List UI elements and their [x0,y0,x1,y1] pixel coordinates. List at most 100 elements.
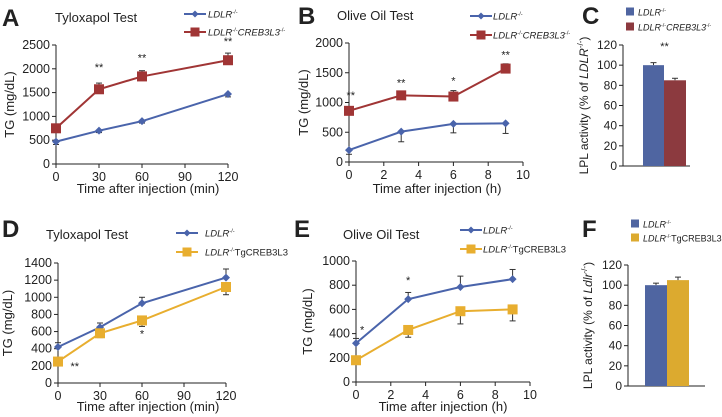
significance-marker: ** [660,41,669,53]
y-tick-label: 1500 [315,66,343,80]
legend-label: LDLR-/-CREB3L3-/- [638,23,711,33]
legend-label: LDLR-/-TgCREB3L3 [205,248,288,259]
gene-name: LDLR [208,10,232,21]
series-line [55,93,229,143]
superscript: -/- [661,23,666,29]
y-tick-label: 120 [602,258,622,272]
superscript: -/- [517,31,522,37]
y-tick-label: 20 [604,139,618,153]
suffix: CREB3L3 [666,23,706,33]
legend-swatch [631,233,639,242]
superscript: -/- [706,23,711,29]
significance-marker: ** [346,90,355,102]
x-tick-label: 10 [523,388,537,402]
x-axis-label: Time after injection (min) [77,181,220,196]
y-tick-label: 120 [597,38,617,52]
square-marker [223,55,233,66]
diamond-marker [501,119,510,128]
legend-label: LDLR-/- [643,220,671,230]
diamond-marker [508,275,517,284]
square-marker [221,282,231,292]
x-tick-label: 2 [387,388,394,402]
y-tick-label: 1000 [315,96,343,110]
suffix: TgCREB3L3 [235,248,288,259]
diamond-marker [397,127,406,136]
significance-marker: * [360,325,365,337]
gene-name: LDLR [205,248,229,259]
y-tick-label: 1000 [22,109,50,123]
series-line [57,286,227,363]
superscript: -/- [661,8,666,14]
panel-title: Tyloxapol Test [46,227,129,242]
y-tick-label: 0 [610,159,617,173]
y-tick-label: 20 [609,359,623,373]
diamond-marker [138,117,146,126]
y-tick-label: 400 [329,327,350,341]
square-marker [344,105,354,116]
bar [643,65,664,166]
suffix: CREB3L3 [238,28,281,39]
square-marker [466,244,476,254]
y-tick-label: 1200 [24,273,52,287]
series-1 [52,90,232,146]
square-marker [94,84,104,95]
gene-name: LDLR [638,23,662,33]
series-2 [351,304,518,366]
gene-name: LDLR [483,226,507,237]
panel-b: B Olive Oil Test 0 500 1000 1500 2000 TG (mg/dL… [296,3,570,196]
superscript: -/- [229,248,234,254]
panel-letter: B [298,3,315,30]
y-tick-label: 100 [597,58,617,72]
series-1 [54,268,230,351]
y-tick-label: 80 [604,78,618,92]
legend-label: LDLR-/- [638,8,666,18]
square-marker [137,71,147,82]
square-marker [137,315,147,326]
bar [667,280,689,386]
square-marker [507,304,518,315]
significance-marker: * [451,76,456,88]
superscript: -/- [280,28,285,34]
x-axis-label: Time after injection (h) [373,181,502,196]
gene-name: LDLR [483,245,507,256]
series-line [55,59,229,130]
legend-swatch [631,219,639,228]
y-tick-label: 0 [43,157,50,171]
panel-letter: D [2,216,19,243]
y-tick-label: 0 [343,375,350,389]
y-axis-label: TG (mg/dL) [0,290,15,356]
x-tick-label: 120 [218,170,239,184]
x-tick-label: 0 [353,388,360,402]
y-tick-label: 40 [609,339,623,353]
suffix: TgCREB3L3 [513,245,566,256]
square-marker [476,30,486,40]
square-marker [95,328,105,339]
legend-label: LDLR-/-CREB3L3-/- [208,28,285,39]
gene-name: LDLR [208,28,232,39]
y-tick-label: 2500 [22,38,50,52]
x-axis-label: Time after injection (h) [379,399,508,414]
significance-marker: ** [95,62,104,74]
y-tick-label: 400 [31,342,52,356]
y-tick-label: 600 [31,325,52,339]
gene-name: LDLR [205,229,229,240]
significance-marker: * [140,329,145,341]
series-2 [344,63,511,116]
legend-label: LDLR-/-TgCREB3L3 [643,234,722,244]
x-tick-label: 0 [53,170,60,184]
x-axis-label: Time after injection (min) [77,399,220,414]
square-marker [448,91,459,102]
y-tick-label: 60 [609,319,623,333]
diamond-marker [224,90,232,99]
diamond-marker [477,12,485,20]
panel-title: Olive Oil Test [343,227,420,242]
suffix: CREB3L3 [523,31,566,42]
square-marker [396,90,407,101]
square-marker [455,306,466,317]
gene-name: LDLR [643,234,667,244]
x-tick-label: 60 [135,389,149,403]
y-tick-label: 600 [329,302,350,316]
panel-letter: F [582,216,597,243]
series-1 [352,268,517,348]
series-line [355,278,513,345]
